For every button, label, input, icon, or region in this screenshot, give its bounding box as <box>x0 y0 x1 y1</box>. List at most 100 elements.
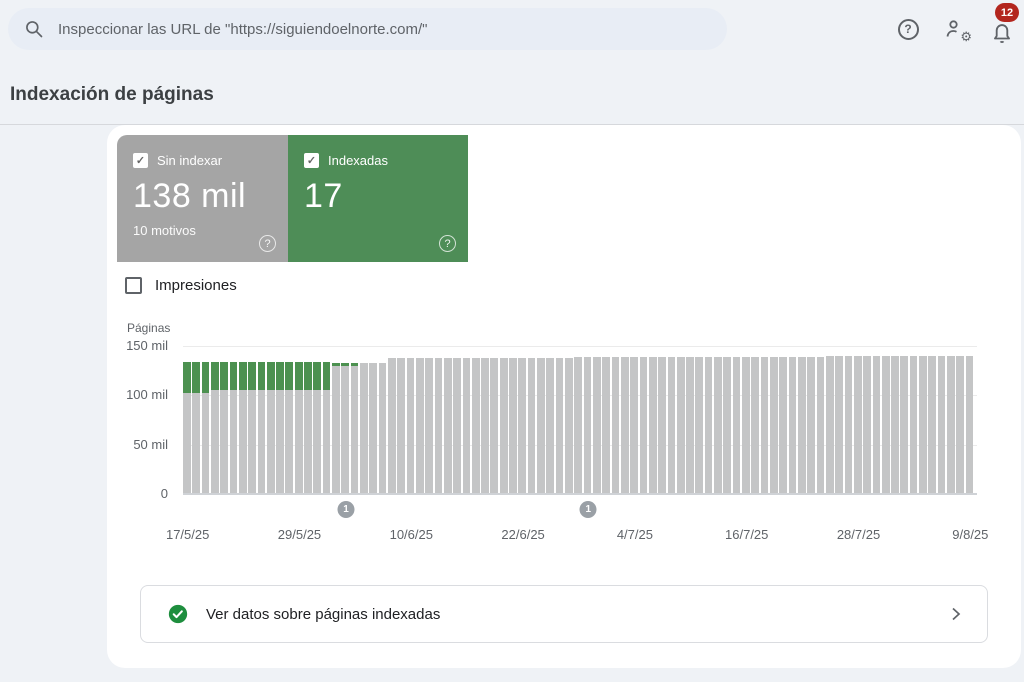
bar <box>266 361 275 494</box>
bar <box>332 362 340 494</box>
help-button[interactable]: ? <box>888 9 928 49</box>
x-axis-line <box>183 493 977 495</box>
impressions-label: Impresiones <box>155 277 237 294</box>
view-indexed-data-row[interactable]: Ver datos sobre páginas indexadas <box>140 585 988 643</box>
bar <box>462 357 471 494</box>
y-tick-0: 0 <box>160 486 168 501</box>
bar <box>732 356 741 494</box>
x-tick-label: 29/5/25 <box>277 527 322 542</box>
bar <box>965 355 974 494</box>
bar <box>863 355 871 494</box>
bar <box>695 356 704 494</box>
bar <box>891 355 899 494</box>
bar <box>788 356 797 494</box>
bar <box>704 356 713 494</box>
bar <box>770 356 778 494</box>
bar <box>527 357 536 494</box>
y-tick-100: 100 mil <box>126 387 168 402</box>
bar <box>807 356 815 494</box>
search-icon <box>26 21 43 38</box>
x-tick-label: 16/7/25 <box>725 527 769 542</box>
bar <box>220 361 228 494</box>
bar <box>304 361 312 494</box>
page-title: Indexación de páginas <box>10 84 214 105</box>
bar <box>742 356 750 494</box>
x-tick-label: 28/7/25 <box>836 527 881 542</box>
divider <box>0 124 1024 125</box>
bar <box>919 355 927 494</box>
not-indexed-reasons: 10 motivos <box>133 223 196 238</box>
bar <box>835 355 843 494</box>
bar <box>676 356 685 494</box>
bar <box>760 356 769 494</box>
x-tick-label: 10/6/25 <box>389 527 433 542</box>
bar <box>490 357 499 494</box>
bar <box>499 357 508 494</box>
bar <box>686 356 694 494</box>
bar <box>947 355 955 494</box>
bar <box>192 361 201 494</box>
notification-count-badge[interactable]: 12 <box>995 3 1019 22</box>
user-settings-button[interactable]: ⚙ <box>936 9 976 49</box>
bar <box>285 361 294 494</box>
indexing-chart-plot[interactable] <box>183 346 977 495</box>
bar <box>350 362 359 494</box>
user-icon <box>946 20 958 37</box>
url-inspection-bar[interactable] <box>8 8 727 50</box>
impressions-checkbox[interactable] <box>125 277 142 294</box>
bar <box>453 357 461 494</box>
bar <box>322 361 331 494</box>
view-indexed-data-label: Ver datos sobre páginas indexadas <box>206 605 441 623</box>
annotation-marker[interactable]: 1 <box>337 501 355 518</box>
chart-bars <box>183 346 977 494</box>
bar <box>881 355 890 494</box>
indexed-label: Indexadas <box>328 153 388 168</box>
card-not-indexed[interactable]: ✓ Sin indexar 138 mil 10 motivos ? <box>117 135 288 262</box>
bar <box>574 356 583 494</box>
bar <box>565 357 573 494</box>
not-indexed-checkbox[interactable]: ✓ <box>133 153 148 168</box>
bar <box>443 357 452 494</box>
gear-icon: ⚙ <box>960 29 972 44</box>
bar <box>481 357 489 494</box>
bar <box>210 361 219 494</box>
bar <box>714 356 722 494</box>
green-check-icon <box>168 604 188 624</box>
bar <box>546 357 555 494</box>
bar <box>583 356 592 494</box>
bar <box>509 357 517 494</box>
bar <box>872 355 881 494</box>
bar <box>723 356 732 494</box>
indexed-checkbox[interactable]: ✓ <box>304 153 319 168</box>
gridline-150 <box>183 346 977 347</box>
bar <box>937 355 946 494</box>
annotation-marker[interactable]: 1 <box>579 501 597 518</box>
bar <box>238 361 247 494</box>
bar <box>900 355 909 494</box>
bar <box>909 355 918 494</box>
index-report-panel: ✓ Sin indexar 138 mil 10 motivos ? ✓ Ind… <box>107 125 1021 668</box>
indexed-help-icon[interactable]: ? <box>439 235 456 252</box>
help-icon: ? <box>897 18 919 40</box>
y-axis-title: Páginas <box>127 321 171 335</box>
bar <box>257 361 266 494</box>
bar <box>956 355 965 494</box>
bar <box>853 355 862 494</box>
bar <box>229 361 238 494</box>
indexed-value: 17 <box>304 177 343 215</box>
chevron-right-icon[interactable] <box>945 604 965 624</box>
x-tick-label: 4/7/25 <box>616 527 653 542</box>
bar <box>425 357 433 494</box>
notifications-button[interactable] <box>982 12 1022 52</box>
bar <box>537 357 545 494</box>
x-tick-label: 9/8/25 <box>952 527 989 542</box>
card-indexed[interactable]: ✓ Indexadas 17 ? <box>288 135 468 262</box>
not-indexed-help-icon[interactable]: ? <box>259 235 276 252</box>
bar <box>276 361 284 494</box>
bar <box>751 356 760 494</box>
bar <box>667 356 676 494</box>
impressions-toggle[interactable]: Impresiones <box>125 277 237 294</box>
url-inspection-input[interactable] <box>58 20 713 38</box>
bar <box>471 357 480 494</box>
